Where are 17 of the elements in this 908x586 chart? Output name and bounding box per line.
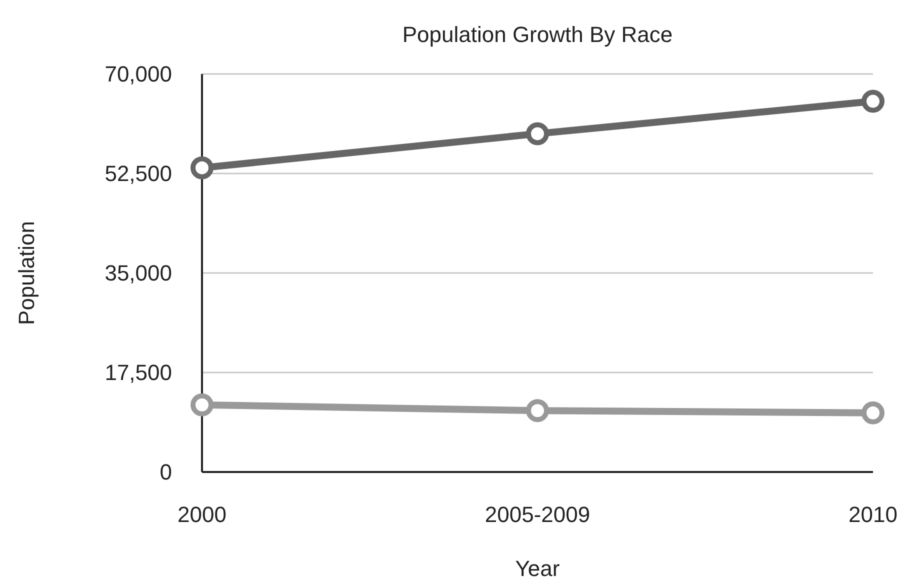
point [190, 156, 214, 180]
chart-title: Population Growth By Race [402, 22, 673, 47]
x-tick-label: 2005-2009 [484, 502, 590, 527]
y-tick-label: 0 [160, 460, 172, 485]
point [526, 122, 549, 146]
y-tick-label: 35,000 [104, 260, 172, 286]
x-axis-title: Year [515, 556, 560, 581]
y-tick-label: 17,500 [104, 360, 172, 386]
point [862, 90, 884, 113]
point [862, 401, 884, 424]
point [526, 399, 549, 422]
y-tick-label: 52,500 [104, 161, 172, 186]
y-axis-title: Population [14, 221, 39, 325]
point [190, 393, 214, 416]
x-tick-label: 2000 [178, 502, 226, 527]
x-tick-label: 2010 [848, 502, 898, 527]
y-tick-label: 70,000 [104, 62, 172, 87]
